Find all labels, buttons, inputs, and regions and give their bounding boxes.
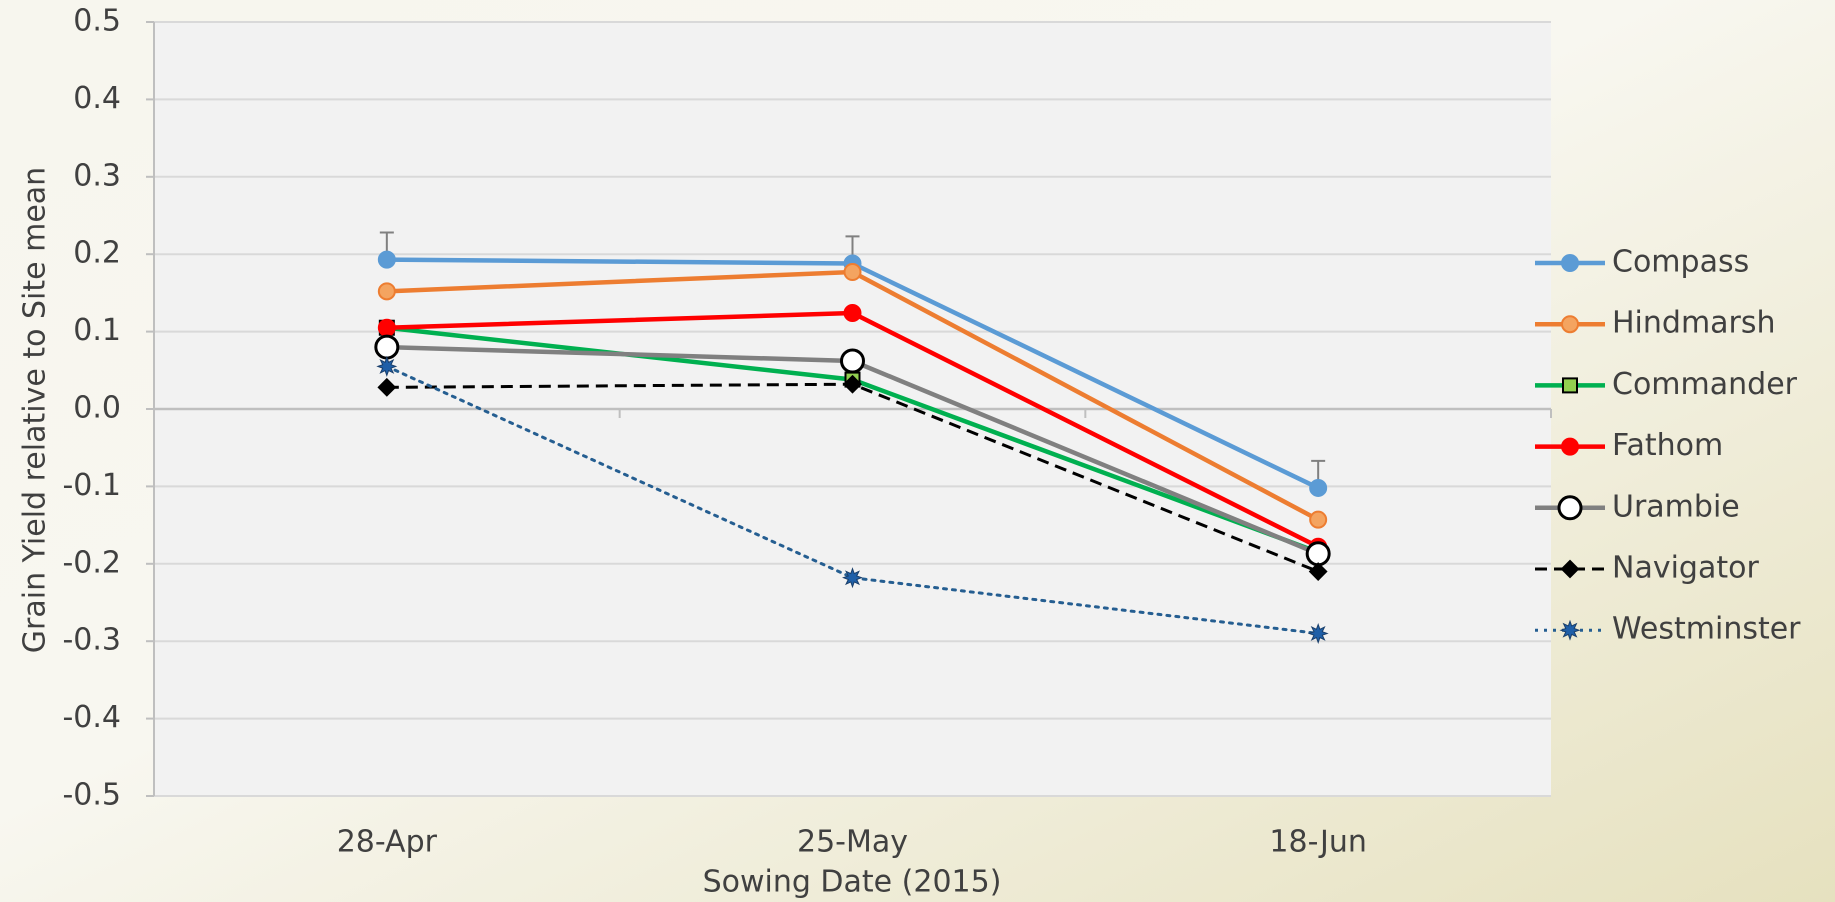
data-point xyxy=(843,304,862,323)
y-tick-label: -0.2 xyxy=(62,545,121,580)
legend-marker xyxy=(1561,254,1579,272)
legend-marker xyxy=(1562,377,1578,394)
data-point xyxy=(840,348,865,374)
x-tick-label: 28-Apr xyxy=(337,825,438,860)
data-point xyxy=(374,334,400,360)
legend-label: Hindmarsh xyxy=(1612,306,1776,341)
y-tick-label: -0.5 xyxy=(62,778,121,813)
data-point xyxy=(1309,478,1328,497)
data-point xyxy=(377,318,396,337)
data-point xyxy=(1308,562,1328,581)
x-tick-label: 18-Jun xyxy=(1269,825,1367,860)
y-tick-label: -0.4 xyxy=(62,700,121,735)
legend-marker xyxy=(1561,315,1579,334)
legend-label: Compass xyxy=(1612,245,1749,280)
data-point xyxy=(843,374,862,394)
data-point xyxy=(1309,510,1328,529)
data-point xyxy=(1307,623,1329,644)
data-point xyxy=(377,377,397,397)
y-tick-label: 0.5 xyxy=(73,4,121,39)
legend-label: Commander xyxy=(1612,367,1798,402)
legend-label: Navigator xyxy=(1612,551,1759,586)
y-tick-label: 0.4 xyxy=(73,81,121,116)
data-point xyxy=(377,250,396,269)
legend-marker xyxy=(1561,437,1579,456)
y-tick-label: -0.3 xyxy=(62,623,121,658)
y-axis-title: Grain Yield relative to Site mean xyxy=(18,167,53,653)
legend-marker xyxy=(1557,495,1583,521)
y-tick-label: 0.1 xyxy=(73,313,121,348)
series-line xyxy=(385,364,1320,635)
x-axis-title: Sowing Date (2015) xyxy=(703,865,1002,900)
legend-label: Westminster xyxy=(1612,612,1801,647)
legend-label: Urambie xyxy=(1612,489,1740,524)
data-point xyxy=(376,355,398,377)
legend-marker xyxy=(1560,559,1580,579)
y-tick-label: 0.0 xyxy=(73,391,121,426)
data-point xyxy=(843,263,862,282)
x-tick-label: 25-May xyxy=(797,825,908,860)
y-tick-label: 0.3 xyxy=(73,158,121,193)
data-point xyxy=(1305,541,1331,567)
legend-label: Fathom xyxy=(1612,428,1723,463)
data-point xyxy=(377,282,396,301)
data-point xyxy=(842,567,863,589)
y-tick-label: 0.2 xyxy=(73,236,121,271)
y-tick-label: -0.1 xyxy=(62,468,121,503)
legend-marker xyxy=(1559,619,1581,641)
